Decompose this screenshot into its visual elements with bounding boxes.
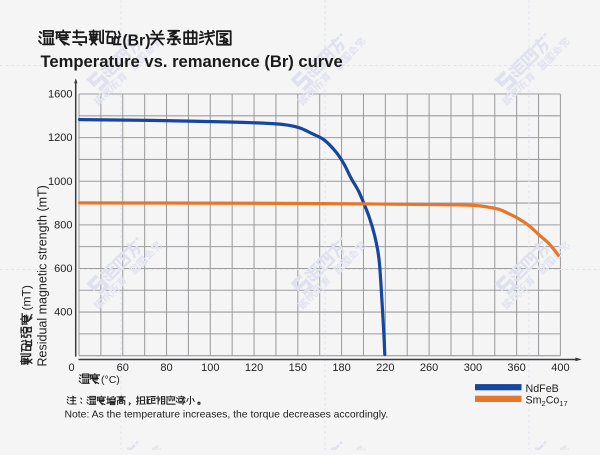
svg-text:Note: As the temperature incre: Note: As the temperature increases, the … — [65, 410, 389, 421]
svg-text:0: 0 — [68, 362, 74, 374]
svg-text:1200: 1200 — [48, 132, 72, 144]
svg-text:150: 150 — [289, 362, 307, 374]
svg-text:(mT): (mT) — [20, 285, 34, 310]
svg-text:1600: 1600 — [48, 89, 72, 101]
svg-text:600: 600 — [54, 263, 72, 275]
svg-text:(Br): (Br) — [122, 33, 150, 50]
svg-text:100: 100 — [201, 362, 219, 374]
svg-text:NdFeB: NdFeB — [526, 383, 559, 395]
svg-text:180: 180 — [332, 362, 350, 374]
svg-text:Residual magnetic strength (mT: Residual magnetic strength (mT) — [36, 185, 50, 366]
svg-text:120: 120 — [245, 362, 263, 374]
svg-text:400: 400 — [54, 307, 72, 319]
svg-text:(°C): (°C) — [101, 374, 120, 386]
svg-text:60: 60 — [117, 362, 129, 374]
svg-text:80: 80 — [160, 362, 172, 374]
svg-text:Sm2Co17: Sm2Co17 — [526, 394, 568, 408]
svg-text:800: 800 — [54, 219, 72, 231]
svg-text:220: 220 — [376, 362, 394, 374]
svg-text:360: 360 — [507, 362, 525, 374]
svg-text:Temperature vs. remanence (Br): Temperature vs. remanence (Br) curve — [41, 52, 343, 71]
svg-text:260: 260 — [420, 362, 438, 374]
svg-text:400: 400 — [551, 362, 569, 374]
svg-text:300: 300 — [464, 362, 482, 374]
svg-text:1000: 1000 — [48, 176, 72, 188]
